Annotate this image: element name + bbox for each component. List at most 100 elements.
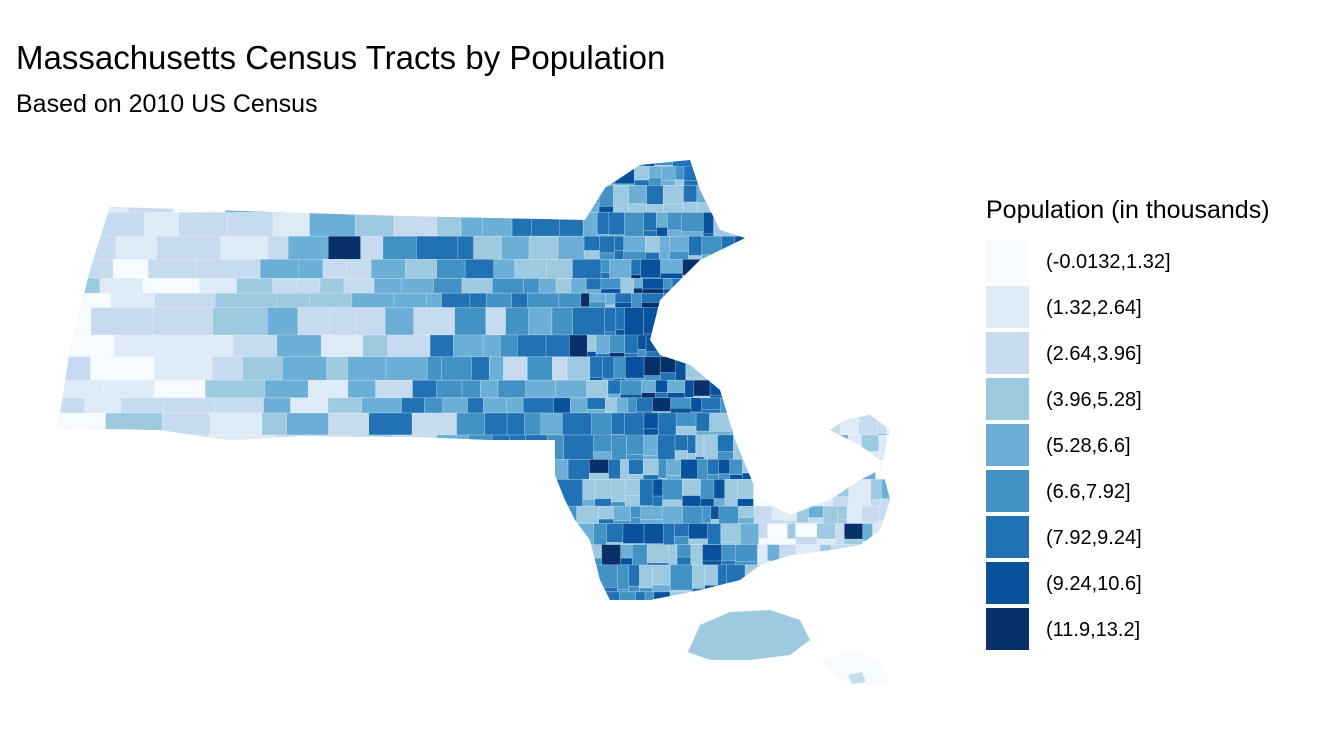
- census-tract: [576, 505, 600, 524]
- census-tract: [510, 165, 530, 186]
- census-tract: [415, 235, 459, 260]
- census-tract: [837, 519, 848, 524]
- census-tract: [595, 334, 610, 355]
- census-tract: [491, 278, 524, 294]
- census-tract: [721, 544, 737, 562]
- census-tract: [266, 505, 310, 524]
- census-tract: [362, 334, 389, 358]
- census-tract: [725, 564, 746, 595]
- census-tract: [90, 307, 154, 336]
- census-tract: [821, 433, 841, 436]
- census-tract: [827, 393, 842, 399]
- census-tract: [309, 292, 353, 308]
- census-tract: [788, 210, 799, 213]
- census-tract: [754, 350, 769, 358]
- census-tract: [781, 235, 795, 259]
- census-tract: [461, 379, 481, 399]
- census-tract: [794, 160, 816, 163]
- census-tract: [764, 231, 783, 237]
- census-tract: [373, 278, 402, 294]
- census-tract: [833, 253, 852, 260]
- legend-swatch: [986, 286, 1029, 328]
- census-tract: [738, 517, 755, 524]
- census-tract: [652, 584, 671, 593]
- census-tract: [583, 250, 600, 260]
- census-tract: [663, 278, 673, 290]
- census-tract: [867, 184, 882, 186]
- census-tract: [563, 434, 594, 460]
- census-tract: [808, 517, 824, 524]
- census-tract: [724, 307, 740, 334]
- census-tract: [860, 258, 881, 280]
- census-tract: [713, 498, 726, 507]
- census-tract: [645, 334, 664, 353]
- census-tract: [687, 452, 697, 460]
- census-tract: [620, 459, 629, 481]
- census-tract: [667, 379, 686, 393]
- census-tract: [414, 165, 448, 186]
- census-tract: [656, 212, 668, 228]
- census-tract: [668, 544, 678, 565]
- census-tract: [346, 258, 372, 279]
- census-tract: [525, 379, 556, 399]
- census-tract: [148, 459, 207, 480]
- census-tract: [706, 379, 729, 381]
- census-tract: [464, 258, 495, 279]
- census-tract: [839, 258, 853, 279]
- census-tract: [807, 559, 821, 566]
- census-tract: [740, 351, 756, 358]
- census-tract: [683, 302, 701, 308]
- census-tract: [426, 356, 442, 381]
- census-tract: [453, 334, 484, 358]
- census-tract: [148, 258, 196, 279]
- census-tract: [690, 397, 702, 413]
- census-tract: [526, 356, 553, 381]
- census-tract: [589, 377, 603, 381]
- census-tract: [297, 165, 344, 186]
- census-tract: [465, 523, 484, 545]
- census-tract: [670, 397, 692, 409]
- census-tract: [896, 617, 912, 618]
- census-tract: [455, 160, 475, 167]
- census-tract: [754, 304, 765, 308]
- census-tract: [263, 397, 291, 414]
- census-tract: [276, 434, 308, 460]
- census-tract: [784, 459, 801, 476]
- legend-swatch: [986, 378, 1029, 420]
- census-tract: [576, 591, 603, 600]
- census-tract: [899, 398, 920, 412]
- census-tract: [623, 235, 646, 252]
- census-tract: [439, 564, 458, 593]
- census-tract: [99, 278, 144, 294]
- census-tract: [855, 231, 865, 237]
- census-tract: [465, 165, 495, 186]
- census-tract: [253, 434, 277, 460]
- census-tract: [309, 505, 339, 524]
- census-tract: [723, 185, 734, 216]
- census-tract: [154, 292, 216, 308]
- census-tract: [732, 207, 754, 213]
- census-tract: [429, 334, 454, 358]
- census-tract: [810, 591, 822, 600]
- census-tract: [384, 307, 415, 336]
- census-tract: [151, 165, 185, 186]
- census-tract: [720, 541, 741, 545]
- census-tract: [639, 478, 654, 506]
- census-tract: [763, 406, 786, 414]
- census-tract: [816, 475, 829, 480]
- census-tract: [861, 434, 880, 452]
- census-tract: [492, 544, 521, 566]
- census-tract: [343, 278, 375, 294]
- census-tract: [759, 271, 779, 279]
- census-tract: [694, 330, 708, 336]
- census-tract: [561, 412, 592, 436]
- census-tract: [320, 334, 364, 358]
- census-tract: [872, 523, 883, 543]
- census-tract: [870, 478, 882, 500]
- census-tract: [813, 180, 834, 186]
- census-tract: [607, 160, 620, 166]
- census-tract: [296, 278, 321, 294]
- census-tract: [831, 544, 850, 559]
- census-tract: [307, 379, 349, 399]
- legend-label: (2.64,3.96]: [1046, 343, 1142, 365]
